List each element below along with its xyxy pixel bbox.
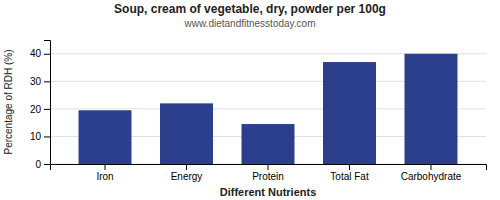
x-axis-title: Different Nutrients <box>220 186 317 198</box>
chart-container: Soup, cream of vegetable, dry, powder pe… <box>0 0 500 200</box>
y-tick: 20 <box>30 104 50 115</box>
y-tick: 30 <box>30 76 50 87</box>
bar <box>323 62 376 164</box>
x-tick: Iron <box>96 164 113 182</box>
y-tick-mark <box>44 54 50 55</box>
y-axis: 0 10 20 30 40 <box>30 41 51 170</box>
x-tick: Carbohydrate <box>401 164 462 182</box>
x-tick-mark <box>186 164 187 170</box>
x-tick-mark <box>105 164 106 170</box>
y-tick-label: 10 <box>30 131 42 142</box>
x-tick-mark <box>268 164 269 170</box>
y-tick-mark <box>44 109 50 110</box>
y-tick-label: 20 <box>30 104 42 115</box>
y-tick: 40 <box>30 48 50 59</box>
x-tick: Energy <box>171 164 203 182</box>
bar <box>79 110 132 164</box>
x-axis-line <box>51 165 487 171</box>
y-axis-title: Percentage of RDH (%) <box>3 49 14 154</box>
grid <box>50 54 486 164</box>
bar <box>160 103 213 164</box>
chart-svg: Soup, cream of vegetable, dry, powder pe… <box>0 0 500 200</box>
x-tick-label: Carbohydrate <box>401 171 462 182</box>
x-tick-label: Iron <box>96 171 113 182</box>
y-tick-label: 0 <box>35 159 41 170</box>
y-axis-line <box>44 41 51 165</box>
subtitle: www.dietandfitnesstoday.com <box>184 18 316 29</box>
x-tick-mark <box>430 164 431 170</box>
y-tick-mark <box>44 164 50 165</box>
x-tick: Total Fat <box>330 164 369 182</box>
bar <box>405 54 458 164</box>
y-tick-label: 40 <box>30 48 42 59</box>
y-tick-mark <box>44 136 50 137</box>
y-tick: 0 <box>35 159 50 170</box>
x-tick-label: Energy <box>171 171 203 182</box>
y-tick: 10 <box>30 131 50 142</box>
x-tick-label: Protein <box>252 171 284 182</box>
x-axis: Iron Energy Protein Total Fat Carbohydrate <box>51 164 487 182</box>
y-tick-label: 30 <box>30 76 42 87</box>
bar <box>242 124 295 164</box>
marks <box>79 54 458 164</box>
x-tick-mark <box>349 164 350 170</box>
y-tick-mark <box>44 81 50 82</box>
x-tick-label: Total Fat <box>330 171 369 182</box>
title: Soup, cream of vegetable, dry, powder pe… <box>114 2 386 16</box>
x-tick: Protein <box>252 164 284 182</box>
plot-area: 0 10 20 30 40 Iron Energy Protein Total Fat Carbo… <box>30 41 487 183</box>
